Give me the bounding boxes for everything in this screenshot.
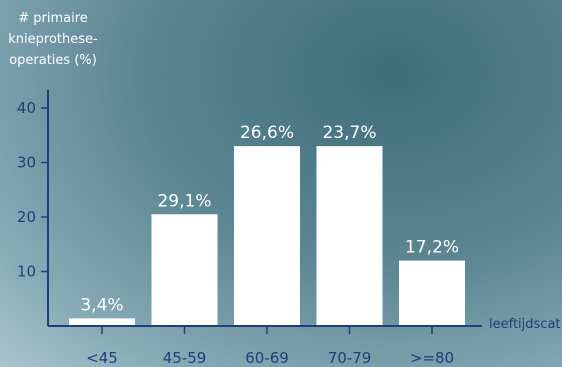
bar (69, 318, 135, 326)
bar (234, 146, 300, 326)
y-tick-label: 40 (17, 99, 36, 117)
data-label: 26,6% (240, 123, 294, 143)
data-label: 3,4% (80, 295, 123, 315)
y-axis-title-line-3: operaties (%) (9, 53, 97, 68)
y-axis-title-line-2: knieprothese- (8, 32, 98, 47)
y-tick-label: 30 (17, 154, 36, 172)
y-axis-title: # primaire knieprothese- operaties (%) (8, 11, 98, 68)
x-axis-title: leeftijdscat. (489, 317, 562, 332)
plot-area: 10 20 30 40 3,4% <45 29,1% 45-59 26,6% 60-69 23,7%… (17, 99, 465, 367)
bar (316, 146, 383, 326)
bar (399, 260, 465, 326)
y-tick-label: 10 (17, 263, 36, 281)
y-axis-title-line-1: # primaire (18, 11, 88, 26)
data-label: 23,7% (322, 123, 376, 143)
data-label: 17,2% (405, 238, 459, 258)
x-tick-label: >=80 (410, 349, 454, 367)
bar (151, 214, 218, 326)
data-label: 29,1% (157, 191, 211, 211)
x-tick-label: 70-79 (328, 349, 372, 367)
x-tick-label: 60-69 (245, 349, 289, 367)
x-tick-label: <45 (86, 349, 118, 367)
x-tick-label: 45-59 (163, 349, 207, 367)
y-tick-label: 20 (17, 208, 36, 226)
